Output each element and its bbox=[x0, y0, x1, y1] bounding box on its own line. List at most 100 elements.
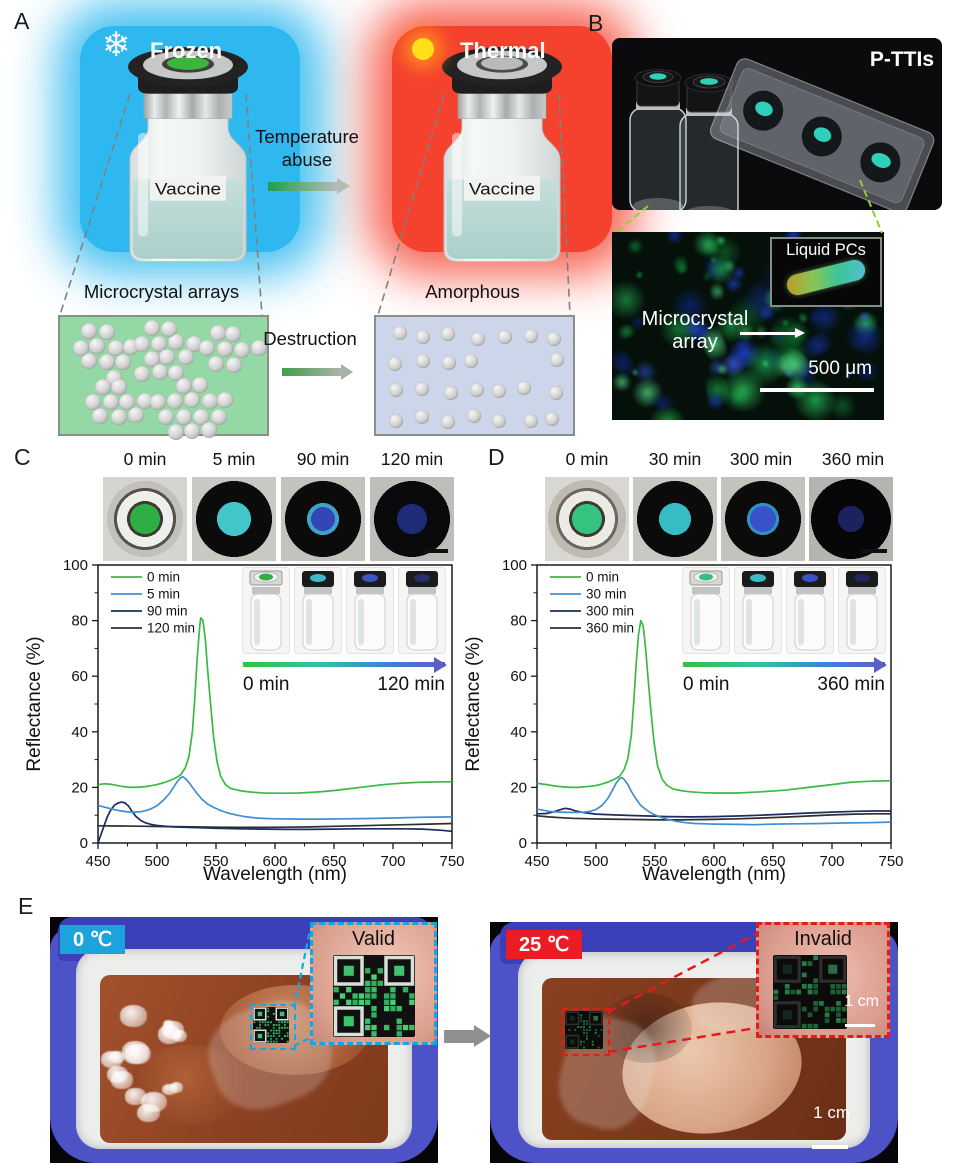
photo-scale-label: 1 cm bbox=[813, 1103, 850, 1122]
microsphere bbox=[81, 353, 98, 370]
x-tick-label: 550 bbox=[642, 853, 667, 870]
ice bbox=[100, 995, 210, 1143]
cap-scale-bar bbox=[861, 548, 887, 553]
microsphere bbox=[464, 353, 479, 368]
legend-label: 30 min bbox=[586, 587, 627, 602]
y-tick-label: 60 bbox=[510, 668, 527, 685]
microsphere bbox=[516, 381, 531, 396]
crystal-blob bbox=[635, 269, 643, 280]
x-tick-label: 450 bbox=[524, 853, 549, 870]
ice-chunk bbox=[140, 1091, 167, 1113]
x-tick-label: 600 bbox=[262, 853, 287, 870]
panel-e-label: E bbox=[18, 893, 34, 919]
cap-photo-label: 120 min bbox=[380, 449, 444, 469]
snowflake-icon: ❄ bbox=[102, 26, 131, 64]
microsphere bbox=[193, 409, 210, 426]
inset-vial bbox=[354, 571, 386, 651]
microsphere bbox=[250, 339, 267, 356]
frozen-title: Frozen bbox=[150, 38, 223, 63]
microsphere bbox=[184, 392, 201, 409]
x-tick-label: 650 bbox=[321, 853, 346, 870]
cap-photo-300min bbox=[721, 477, 805, 561]
microsphere bbox=[133, 336, 150, 353]
cap-photo-5min bbox=[192, 477, 276, 561]
temperature-badge-0c: 0 ℃ bbox=[60, 925, 126, 954]
inset-vial bbox=[794, 571, 826, 651]
cap-photo-90min bbox=[281, 477, 365, 561]
series-0 min bbox=[536, 619, 892, 794]
inset-vial-photo bbox=[295, 568, 341, 653]
microsphere bbox=[168, 364, 185, 381]
x-tick-label: 750 bbox=[439, 853, 464, 870]
y-tick-label: 80 bbox=[510, 613, 527, 630]
amorphous-label: Amorphous bbox=[425, 281, 520, 302]
microsphere bbox=[387, 356, 402, 371]
microsphere bbox=[216, 340, 233, 357]
qr-code bbox=[253, 1007, 289, 1043]
inset-vial-photo bbox=[399, 568, 445, 653]
microsphere bbox=[392, 326, 407, 341]
cap-photo-label: 360 min bbox=[821, 449, 885, 469]
microsphere bbox=[201, 421, 218, 438]
microsphere bbox=[226, 356, 243, 373]
x-tick-label: 600 bbox=[701, 853, 726, 870]
inset-scale-label: 1 cm bbox=[844, 993, 879, 1010]
inset-vial-photo bbox=[735, 568, 781, 653]
legend-label: 5 min bbox=[147, 587, 180, 602]
valid-inset: Valid bbox=[310, 922, 437, 1045]
microsphere bbox=[168, 333, 185, 350]
microsphere bbox=[441, 356, 456, 371]
ice-chunk bbox=[119, 1004, 148, 1027]
inset-scale-bar bbox=[845, 1023, 875, 1027]
microsphere bbox=[176, 378, 193, 395]
ice-chunk bbox=[157, 1025, 182, 1045]
micrograph-scale-bar bbox=[760, 388, 874, 392]
inset-vial-photos bbox=[243, 568, 445, 653]
y-tick-label: 40 bbox=[510, 724, 527, 741]
y-tick-label: 100 bbox=[63, 557, 88, 574]
microsphere bbox=[443, 386, 458, 401]
legend-label: 300 min bbox=[586, 604, 634, 619]
cap-photo-0min bbox=[545, 477, 629, 561]
inset-vial-photo bbox=[683, 568, 729, 653]
inset-end-label: 120 min bbox=[377, 674, 445, 695]
microsphere bbox=[416, 353, 431, 368]
microsphere bbox=[167, 424, 184, 441]
qr-code-invalid bbox=[773, 955, 847, 1029]
microsphere bbox=[414, 382, 429, 397]
inset-start-label: 0 min bbox=[243, 674, 290, 695]
x-tick-label: 750 bbox=[878, 853, 903, 870]
microsphere bbox=[143, 320, 160, 337]
microsphere bbox=[178, 348, 195, 365]
legend-label: 0 min bbox=[147, 570, 180, 585]
cap-photo-label: 5 min bbox=[212, 449, 256, 469]
microsphere bbox=[73, 339, 90, 356]
series-0 min bbox=[97, 616, 452, 795]
microsphere bbox=[191, 377, 208, 394]
cap-scale-bar bbox=[422, 548, 448, 553]
cap-photo-label: 90 min bbox=[296, 449, 350, 469]
microsphere bbox=[175, 408, 192, 425]
inset-vial bbox=[249, 570, 283, 651]
qr-code bbox=[565, 1011, 603, 1049]
frozen-indicator-dot bbox=[167, 56, 209, 70]
microcrystal-arrays-label: Microcrystal arrays bbox=[83, 281, 240, 302]
microsphere bbox=[143, 350, 160, 367]
reflectance-chart-d: 450 500 550 600 650 700 750 0 20 40 60 80 100 0 min 30… bbox=[463, 557, 904, 885]
ice-chunk bbox=[163, 1019, 174, 1029]
microsphere bbox=[546, 332, 561, 347]
panel-c-label: C bbox=[14, 444, 31, 470]
sun-icon bbox=[412, 38, 434, 60]
legend-label: 0 min bbox=[586, 570, 619, 585]
microsphere bbox=[80, 322, 97, 339]
series-120 min bbox=[97, 822, 453, 829]
annotation-arrow bbox=[740, 327, 805, 338]
microsphere bbox=[99, 324, 116, 341]
x-tick-label: 450 bbox=[85, 853, 110, 870]
temperature-abuse-label: Temperature abuse bbox=[255, 126, 359, 170]
microsphere bbox=[133, 365, 150, 382]
liquid-pcs-rod bbox=[784, 257, 868, 298]
microsphere bbox=[210, 409, 227, 425]
microsphere bbox=[233, 342, 250, 359]
